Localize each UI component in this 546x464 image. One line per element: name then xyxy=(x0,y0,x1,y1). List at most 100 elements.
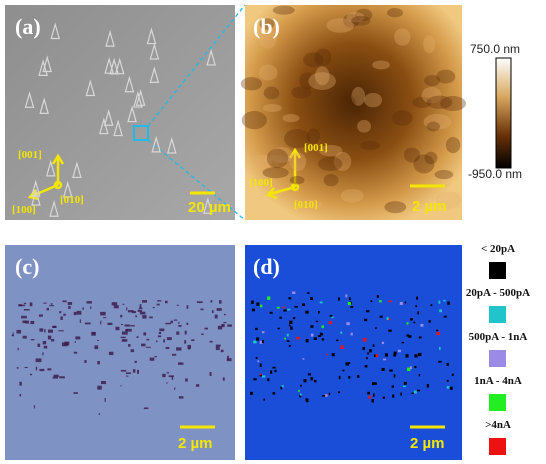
colorbar-min: -950.0 nm xyxy=(468,167,522,181)
speckle xyxy=(401,341,405,344)
speckle xyxy=(340,331,343,334)
speckle xyxy=(47,368,52,371)
speckle xyxy=(418,352,422,357)
speckle xyxy=(149,316,153,319)
speckle xyxy=(127,310,134,313)
speckle xyxy=(342,369,345,372)
grain xyxy=(317,156,343,171)
speckle xyxy=(86,301,92,304)
speckle xyxy=(310,377,314,381)
speckle xyxy=(97,385,102,390)
panel-label: (a) xyxy=(15,14,41,39)
speckle xyxy=(53,374,59,377)
speckle xyxy=(43,302,47,304)
speckle xyxy=(369,349,372,353)
speckle xyxy=(30,339,35,341)
defect xyxy=(151,135,161,153)
speckle xyxy=(370,300,373,302)
defect xyxy=(133,90,143,108)
speckle xyxy=(415,305,418,308)
speckle xyxy=(135,315,137,318)
grain xyxy=(346,12,365,23)
speckle xyxy=(52,325,56,328)
speckle xyxy=(405,354,409,358)
speckle xyxy=(220,349,224,353)
speckle xyxy=(47,335,52,340)
speckle xyxy=(413,321,416,324)
speckle xyxy=(251,308,256,312)
grain xyxy=(426,121,440,132)
grain xyxy=(426,95,453,109)
speckle xyxy=(33,405,35,409)
speckle xyxy=(375,327,377,329)
speckle xyxy=(100,311,106,316)
speckle xyxy=(376,295,379,298)
speckle xyxy=(62,300,67,303)
speckle xyxy=(331,353,335,357)
grain xyxy=(314,48,332,66)
speckle xyxy=(163,339,166,343)
grain xyxy=(351,15,371,26)
speckle xyxy=(393,374,396,378)
grain xyxy=(262,167,289,179)
grain xyxy=(343,13,360,28)
speckle xyxy=(100,320,102,325)
speckle xyxy=(126,307,128,311)
speckle xyxy=(340,345,344,349)
speckle xyxy=(363,338,367,342)
grain xyxy=(403,147,421,163)
speckle xyxy=(451,373,454,376)
defect xyxy=(45,159,56,177)
speckle xyxy=(61,342,68,347)
speckle xyxy=(338,297,340,301)
speckle xyxy=(157,300,162,302)
speckle xyxy=(299,393,302,396)
speckle xyxy=(261,331,265,334)
speckle xyxy=(123,339,125,342)
speckle xyxy=(436,329,439,332)
grain xyxy=(392,110,413,126)
grain xyxy=(384,201,407,214)
defect xyxy=(135,89,146,106)
speckle xyxy=(79,319,81,324)
grain xyxy=(272,5,295,15)
speckle xyxy=(22,320,27,324)
grain xyxy=(258,64,278,81)
legend-swatch xyxy=(489,262,506,279)
defect xyxy=(203,197,213,214)
speckle xyxy=(130,325,135,327)
speckle xyxy=(19,393,22,397)
speckle xyxy=(356,374,360,378)
speckle xyxy=(368,395,371,399)
speckle xyxy=(223,321,227,324)
speckle xyxy=(329,321,333,325)
speckle xyxy=(281,385,284,388)
speckle xyxy=(50,303,53,305)
speckle xyxy=(177,322,180,324)
defect xyxy=(146,27,157,45)
grain xyxy=(326,18,355,33)
speckle xyxy=(184,340,187,344)
defect xyxy=(124,75,135,93)
speckle xyxy=(120,369,127,372)
grain xyxy=(360,140,381,151)
grain xyxy=(436,69,456,84)
speckle xyxy=(269,311,273,314)
speckle xyxy=(125,375,129,377)
speckle xyxy=(176,331,180,335)
speckle xyxy=(75,336,81,340)
speckle xyxy=(346,322,350,326)
speckle xyxy=(257,360,260,363)
speckle xyxy=(261,339,264,344)
speckle xyxy=(305,310,309,314)
speckle xyxy=(326,353,329,356)
defect xyxy=(104,57,114,74)
speckle xyxy=(35,358,42,363)
speckle xyxy=(139,311,146,315)
speckle xyxy=(321,325,324,329)
speckle xyxy=(259,340,263,344)
zoom-box xyxy=(133,125,149,141)
grain xyxy=(412,96,432,108)
speckle xyxy=(30,320,35,325)
speckle xyxy=(447,301,450,305)
